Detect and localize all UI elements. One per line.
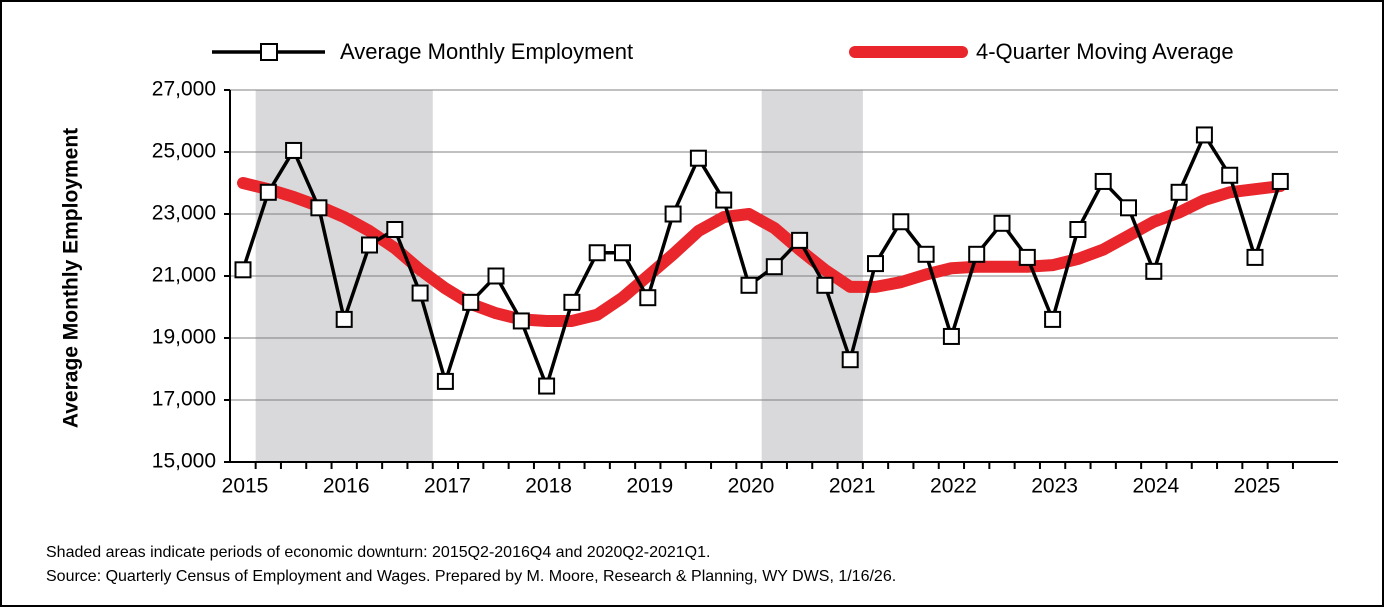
x-tick-label: 2024: [1132, 475, 1179, 498]
y-axis-label: Average Monthly Employment: [60, 128, 83, 428]
marker: [1018, 248, 1036, 266]
marker: [487, 267, 505, 285]
marker: [1069, 221, 1087, 238]
x-tick-label: 2021: [829, 475, 876, 498]
marker: [892, 213, 910, 231]
x-tick-label: 2017: [424, 475, 471, 498]
marker: [689, 149, 707, 167]
x-tick-label: 2025: [1234, 475, 1281, 498]
marker: [1120, 199, 1137, 217]
y-tick-label: 19,000: [152, 326, 216, 349]
y-tick-label: 17,000: [152, 388, 216, 411]
y-tick-label: 25,000: [152, 140, 216, 163]
marker: [917, 245, 935, 263]
marker: [1094, 172, 1112, 190]
marker: [765, 258, 783, 276]
x-tick-label: 2015: [222, 475, 269, 498]
marker: [1195, 126, 1213, 144]
marker: [639, 289, 657, 307]
x-tick-label: 2018: [525, 475, 572, 498]
legend-marker: [260, 43, 278, 61]
marker: [841, 351, 859, 369]
marker: [512, 312, 530, 330]
marker: [259, 183, 277, 201]
marker: [791, 231, 809, 249]
legend-label: Average Monthly Employment: [340, 39, 633, 64]
marker: [310, 199, 328, 217]
y-tick-label: 23,000: [152, 202, 216, 225]
marker: [361, 236, 378, 254]
marker: [664, 205, 682, 223]
marker: [968, 245, 986, 263]
marker: [1221, 166, 1239, 184]
legend-label: 4-Quarter Moving Average: [976, 39, 1234, 64]
x-tick-label: 2022: [930, 475, 977, 498]
y-tick-label: 15,000: [152, 450, 216, 473]
marker: [436, 372, 454, 390]
marker: [993, 214, 1011, 232]
marker: [234, 261, 252, 279]
marker: [1271, 172, 1289, 190]
marker: [538, 377, 556, 395]
x-tick-label: 2019: [626, 475, 673, 498]
marker: [563, 293, 581, 311]
moving-average-line: [237, 177, 1287, 327]
marker: [614, 244, 631, 262]
x-tick-label: 2020: [728, 475, 775, 498]
marker: [335, 310, 353, 328]
marker: [285, 141, 303, 159]
marker: [942, 327, 960, 345]
note: Shaded areas indicate periods of economi…: [46, 544, 710, 561]
marker: [816, 276, 834, 294]
marker: [1145, 262, 1163, 280]
marker: [411, 284, 429, 302]
note: Source: Quarterly Census of Employment a…: [46, 568, 896, 585]
marker: [462, 293, 480, 311]
x-tick-label: 2016: [323, 475, 370, 498]
x-tick-label: 2023: [1031, 475, 1078, 498]
marker: [1246, 248, 1264, 266]
marker: [386, 221, 404, 238]
marker: [588, 244, 606, 262]
marker: [740, 276, 758, 294]
y-tick-label: 27,000: [152, 78, 216, 101]
marker: [867, 255, 884, 273]
marker: [1044, 310, 1062, 328]
marker: [1170, 183, 1188, 201]
marker: [715, 191, 733, 209]
y-tick-label: 21,000: [152, 264, 216, 287]
